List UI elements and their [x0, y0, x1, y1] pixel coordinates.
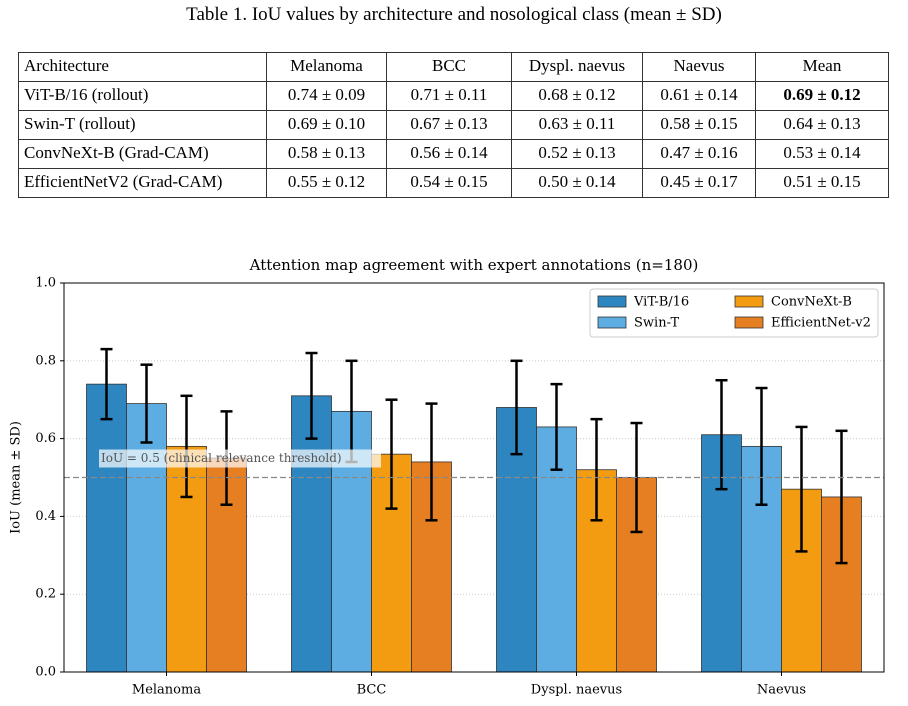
table-caption: Table 1. IoU values by architecture and …	[186, 4, 722, 25]
table-cell: Dyspl. naevus	[511, 52, 643, 82]
table-cell: Architecture	[18, 52, 267, 82]
table-cell: 0.50 ± 0.14	[511, 168, 643, 198]
table-cell: 0.67 ± 0.13	[386, 110, 512, 140]
error-bar	[835, 429, 848, 565]
y-tick-label: 1.0	[35, 276, 56, 291]
error-bar	[715, 379, 728, 491]
table-cell: 0.69 ± 0.10	[266, 110, 387, 140]
error-bar	[425, 402, 438, 522]
table-cell: 0.53 ± 0.14	[755, 139, 889, 169]
table-cell: 0.58 ± 0.15	[642, 110, 756, 140]
error-bar	[590, 417, 603, 522]
table-cell: 0.68 ± 0.12	[511, 81, 643, 111]
table-cell: ViT-B/16 (rollout)	[18, 81, 267, 111]
table-cell: Melanoma	[266, 52, 387, 82]
bar	[126, 403, 167, 673]
table-row: Architecture Melanoma BCC Dyspl. naevus Naev…	[18, 52, 889, 82]
table-cell: Mean	[755, 52, 889, 82]
table-cell: 0.64 ± 0.13	[755, 110, 889, 140]
table-cell: 0.58 ± 0.13	[266, 139, 387, 169]
table-cell: 0.69 ± 0.12	[755, 81, 889, 111]
y-tick-label: 0.6	[35, 431, 56, 446]
chart: Attention map agreement with expert anno…	[9, 256, 885, 698]
table-cell: 0.74 ± 0.09	[266, 81, 387, 111]
y-tick-label: 0.2	[35, 587, 56, 602]
table-cell: 0.63 ± 0.11	[511, 110, 643, 140]
legend-box	[589, 288, 879, 338]
legend-swatch	[734, 316, 764, 329]
plot-frame	[63, 282, 885, 673]
error-bar	[140, 363, 153, 444]
x-tick-label: BCC	[357, 683, 387, 698]
x-tick-label: Naevus	[757, 683, 806, 698]
table-cell: 0.45 ± 0.17	[642, 168, 756, 198]
table-cell: BCC	[386, 52, 512, 82]
threshold-label-bg	[99, 449, 381, 468]
results-table: Architecture Melanoma BCC Dyspl. naevus Naev…	[18, 52, 889, 198]
table-cell: 0.61 ± 0.14	[642, 81, 756, 111]
legend-swatch	[734, 295, 764, 308]
y-tick-label: 0.4	[35, 509, 56, 524]
legend-swatch	[597, 295, 627, 308]
table-cell: EfficientNetV2 (Grad-CAM)	[18, 168, 267, 198]
table-cell: 0.51 ± 0.15	[755, 168, 889, 198]
error-bar	[180, 394, 193, 499]
legend-label: EfficientNet-v2	[771, 316, 871, 331]
threshold-label: IoU = 0.5 (clinical relevance threshold)	[101, 451, 342, 465]
y-tick-label: 0.8	[35, 353, 56, 368]
bar	[86, 383, 127, 673]
table-cell: 0.55 ± 0.12	[266, 168, 387, 198]
table-cell: 0.47 ± 0.16	[642, 139, 756, 169]
table-cell: 0.52 ± 0.13	[511, 139, 643, 169]
table-cell: Naevus	[642, 52, 756, 82]
table-cell: 0.71 ± 0.11	[386, 81, 512, 111]
x-tick-label: Melanoma	[132, 683, 201, 698]
table-row: ConvNeXt-B (Grad-CAM) 0.58 ± 0.13 0.56 ± 0…	[18, 139, 889, 169]
error-bar	[305, 351, 318, 440]
table-cell: 0.54 ± 0.15	[386, 168, 512, 198]
error-bar	[755, 386, 768, 506]
y-tick-label: 0.0	[35, 665, 56, 680]
table-row: EfficientNetV2 (Grad-CAM) 0.55 ± 0.12 0.54…	[18, 168, 889, 198]
legend-label: Swin-T	[634, 316, 679, 331]
error-bar	[550, 382, 563, 471]
legend-swatch	[597, 316, 627, 329]
table-row: ViT-B/16 (rollout) 0.74 ± 0.09 0.71 ± 0.11…	[18, 81, 889, 111]
x-tick-label: Dyspl. naevus	[531, 683, 622, 698]
error-bar	[510, 359, 523, 456]
chart-title: Attention map agreement with expert anno…	[249, 256, 699, 274]
legend-label: ConvNeXt-B	[771, 295, 852, 310]
error-bar	[385, 398, 398, 510]
legend-label: ViT-B/16	[633, 295, 689, 310]
y-axis-label: IoU (mean ± SD)	[9, 421, 24, 534]
error-bar	[795, 425, 808, 553]
table-cell: Swin-T (rollout)	[18, 110, 267, 140]
table-cell: 0.56 ± 0.14	[386, 139, 512, 169]
table-cell: ConvNeXt-B (Grad-CAM)	[18, 139, 267, 169]
error-bar	[100, 347, 113, 421]
table-row: Swin-T (rollout) 0.69 ± 0.10 0.67 ± 0.13 0.…	[18, 110, 889, 140]
